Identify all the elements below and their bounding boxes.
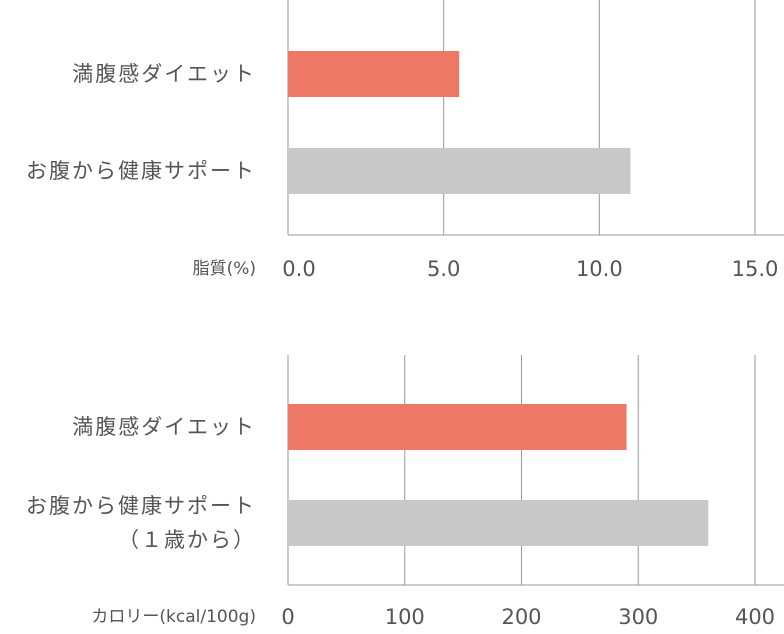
tick-label: 5.0 xyxy=(427,257,460,281)
bar xyxy=(288,404,627,450)
bar xyxy=(288,51,460,97)
category-label: （１歳から） xyxy=(118,528,256,552)
category-label: お腹から健康サポート xyxy=(26,159,256,183)
tick-label: 0.0 xyxy=(282,257,315,281)
bar xyxy=(288,500,709,546)
category-label: お腹から健康サポート xyxy=(26,494,256,518)
tick-label: 10.0 xyxy=(576,257,623,281)
category-label: 満腹感ダイエット xyxy=(72,415,256,439)
x-axis-label: カロリー(kcal/100g) xyxy=(91,607,256,627)
tick-label: 0 xyxy=(281,605,294,629)
category-label: 満腹感ダイエット xyxy=(72,62,256,86)
tick-label: 15.0 xyxy=(732,257,779,281)
tick-label: 300 xyxy=(618,605,658,629)
x-axis-label: 脂質(%) xyxy=(193,259,256,279)
tick-label: 400 xyxy=(735,605,775,629)
tick-label: 200 xyxy=(501,605,541,629)
tick-label: 100 xyxy=(385,605,425,629)
bar xyxy=(288,148,631,194)
